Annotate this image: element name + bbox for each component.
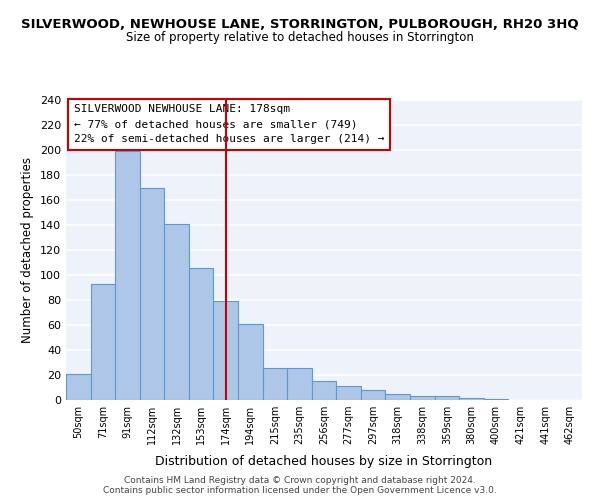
Bar (91, 284, 115, 400)
Bar (238, 324, 263, 400)
Text: SILVERWOOD, NEWHOUSE LANE, STORRINGTON, PULBOROUGH, RH20 3HQ: SILVERWOOD, NEWHOUSE LANE, STORRINGTON, … (21, 18, 579, 30)
Bar (484, 399, 508, 400)
Bar (336, 386, 361, 400)
Bar (66, 374, 91, 400)
Text: Contains HM Land Registry data © Crown copyright and database right 2024.
Contai: Contains HM Land Registry data © Crown c… (103, 476, 497, 495)
Bar (312, 381, 336, 400)
Text: Size of property relative to detached houses in Storrington: Size of property relative to detached ho… (126, 31, 474, 44)
Bar (214, 301, 238, 400)
Bar (263, 368, 287, 400)
Bar (164, 224, 189, 400)
Bar (385, 394, 410, 400)
Y-axis label: Number of detached properties: Number of detached properties (22, 157, 34, 343)
X-axis label: Distribution of detached houses by size in Storrington: Distribution of detached houses by size … (155, 456, 493, 468)
Bar (189, 268, 214, 400)
Bar (410, 396, 434, 400)
Bar (115, 151, 140, 400)
Text: SILVERWOOD NEWHOUSE LANE: 178sqm
← 77% of detached houses are smaller (749)
22% : SILVERWOOD NEWHOUSE LANE: 178sqm ← 77% o… (74, 104, 384, 144)
Bar (140, 188, 164, 400)
Bar (434, 396, 459, 400)
Bar (287, 368, 312, 400)
Bar (459, 398, 484, 400)
Bar (361, 390, 385, 400)
